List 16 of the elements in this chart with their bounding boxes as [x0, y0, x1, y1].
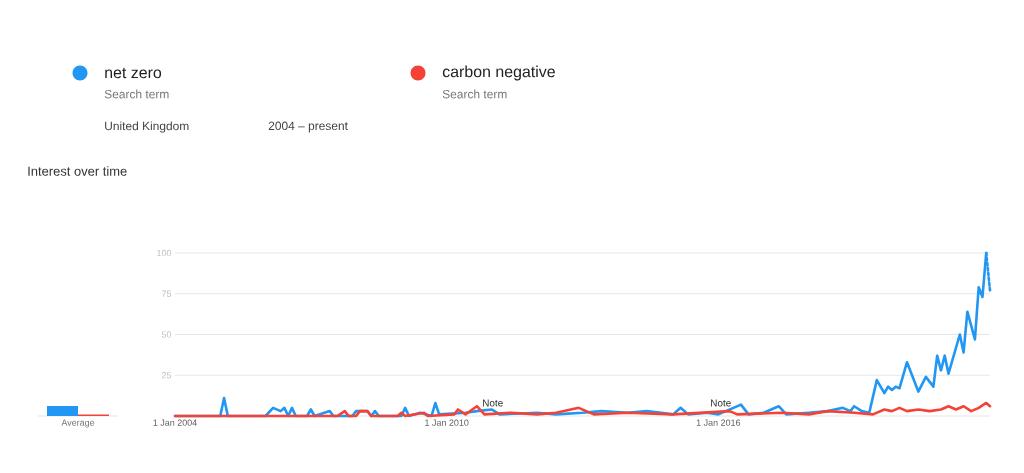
annotation: Note	[483, 399, 503, 407]
x-tick-label: 1 Jan 2010	[425, 419, 469, 426]
x-tick-label: Average	[61, 419, 95, 428]
chart-title: Interest over time	[28, 166, 127, 176]
text: 2004 – present	[268, 121, 348, 133]
text: Search term	[104, 89, 169, 99]
legend-label: carbon negative	[442, 65, 555, 81]
x-tick-label: 1 Jan 2016	[696, 419, 741, 426]
y-tick-label: 25	[161, 372, 172, 379]
x-tick-label: 1 Jan 2004	[153, 419, 197, 426]
y-tick-label: 75	[161, 290, 172, 297]
text: United Kingdom	[105, 121, 189, 133]
legend-label: net zero	[105, 67, 162, 79]
line-series	[173, 401, 992, 418]
annotation: Note	[711, 399, 731, 407]
text: Search term	[442, 89, 507, 99]
